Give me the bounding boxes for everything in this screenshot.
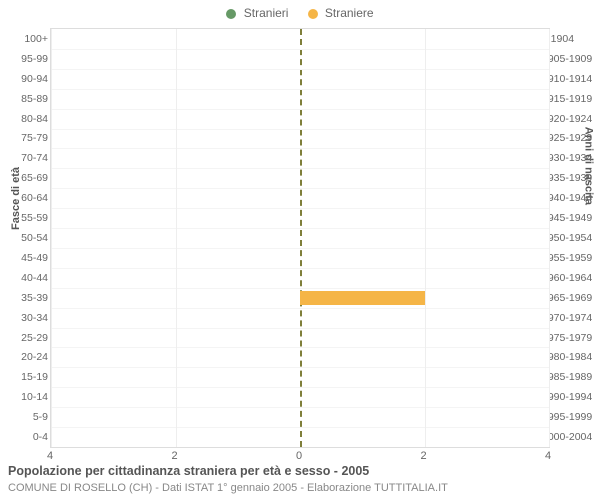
y-left-tick-label: 0-4 [0,432,48,443]
y-left-tick-label: 50-54 [0,233,48,244]
y-left-tick-label: 40-44 [0,273,48,284]
x-tick-label: 4 [47,450,53,462]
y-left-tick-label: 15-19 [0,372,48,383]
grid-row [51,308,549,309]
y-right-tick-label: 1990-1994 [542,392,600,403]
y-left-tick-label: 45-49 [0,253,48,264]
y-left-tick-label: 65-69 [0,173,48,184]
y-right-tick-label: 1995-1999 [542,412,600,423]
y-right-tick-label: 1920-1924 [542,113,600,124]
y-right-tick-label: 1965-1969 [542,292,600,303]
y-right-tick-label: 2000-2004 [542,432,600,443]
y-left-tick-label: 100+ [0,34,48,45]
grid-row [51,427,549,428]
y-left-tick-label: 25-29 [0,332,48,343]
y-right-tick-label: 1905-1909 [542,54,600,65]
y-left-tick-label: 55-59 [0,213,48,224]
grid-row [51,407,549,408]
y-left-tick-label: 20-24 [0,352,48,363]
y-right-tick-label: 1985-1989 [542,372,600,383]
x-tick-label: 2 [420,450,426,462]
grid-row [51,268,549,269]
grid-row [51,347,549,348]
y-left-tick-label: 35-39 [0,292,48,303]
y-right-tick-label: ≤ 1904 [542,34,600,45]
legend: Stranieri Straniere [0,6,600,20]
y-left-tick-label: 90-94 [0,74,48,85]
grid-col [176,29,177,447]
grid-row [51,328,549,329]
y-left-tick-label: 5-9 [0,412,48,423]
grid-row [51,148,549,149]
y-right-tick-label: 1930-1934 [542,153,600,164]
y-left-labels: 100+ 95-99 90-94 85-89 80-84 75-79 70-74 65-69 6… [0,28,48,448]
legend-label-male: Stranieri [244,6,289,20]
y-right-tick-label: 1925-1929 [542,133,600,144]
y-left-tick-label: 80-84 [0,113,48,124]
y-left-tick-label: 10-14 [0,392,48,403]
y-right-tick-label: 1915-1919 [542,93,600,104]
y-right-tick-label: 1980-1984 [542,352,600,363]
grid-row [51,49,549,50]
bar-female [300,291,425,305]
y-right-tick-label: 1935-1939 [542,173,600,184]
y-right-tick-label: 1960-1964 [542,273,600,284]
grid-row [51,367,549,368]
legend-item-male: Stranieri [226,6,288,20]
y-right-tick-label: 1940-1944 [542,193,600,204]
y-right-labels: ≤ 1904 1905-1909 1910-1914 1915-1919 1920-19… [542,28,600,448]
y-right-tick-label: 1975-1979 [542,332,600,343]
grid-row [51,288,549,289]
legend-dot-male [226,9,236,19]
legend-dot-female [308,9,318,19]
x-tick-label: 0 [296,450,302,462]
grid-col [51,29,52,447]
grid-row [51,208,549,209]
y-right-tick-label: 1970-1974 [542,312,600,323]
plot-area [50,28,550,448]
y-left-tick-label: 75-79 [0,133,48,144]
y-left-tick-label: 30-34 [0,312,48,323]
grid-row [51,89,549,90]
y-left-tick-label: 85-89 [0,93,48,104]
y-left-tick-label: 60-64 [0,193,48,204]
grid-row [51,168,549,169]
grid-row [51,188,549,189]
y-left-tick-label: 95-99 [0,54,48,65]
y-left-tick-label: 70-74 [0,153,48,164]
x-tick-label: 2 [171,450,177,462]
y-right-tick-label: 1950-1954 [542,233,600,244]
pyramid-chart: Stranieri Straniere Maschi Femmine Fasce… [0,0,600,500]
legend-label-female: Straniere [325,6,374,20]
y-right-tick-label: 1910-1914 [542,74,600,85]
chart-title: Popolazione per cittadinanza straniera p… [8,464,369,478]
chart-subtitle: COMUNE DI ROSELLO (CH) - Dati ISTAT 1° g… [8,482,448,494]
center-line [300,29,302,447]
grid-col [425,29,426,447]
grid-col [549,29,550,447]
x-tick-label: 4 [545,450,551,462]
grid-row [51,387,549,388]
grid-row [51,248,549,249]
grid-row [51,228,549,229]
grid-row [51,69,549,70]
legend-item-female: Straniere [308,6,374,20]
grid-row [51,129,549,130]
y-right-tick-label: 1945-1949 [542,213,600,224]
y-right-tick-label: 1955-1959 [542,253,600,264]
grid-row [51,109,549,110]
